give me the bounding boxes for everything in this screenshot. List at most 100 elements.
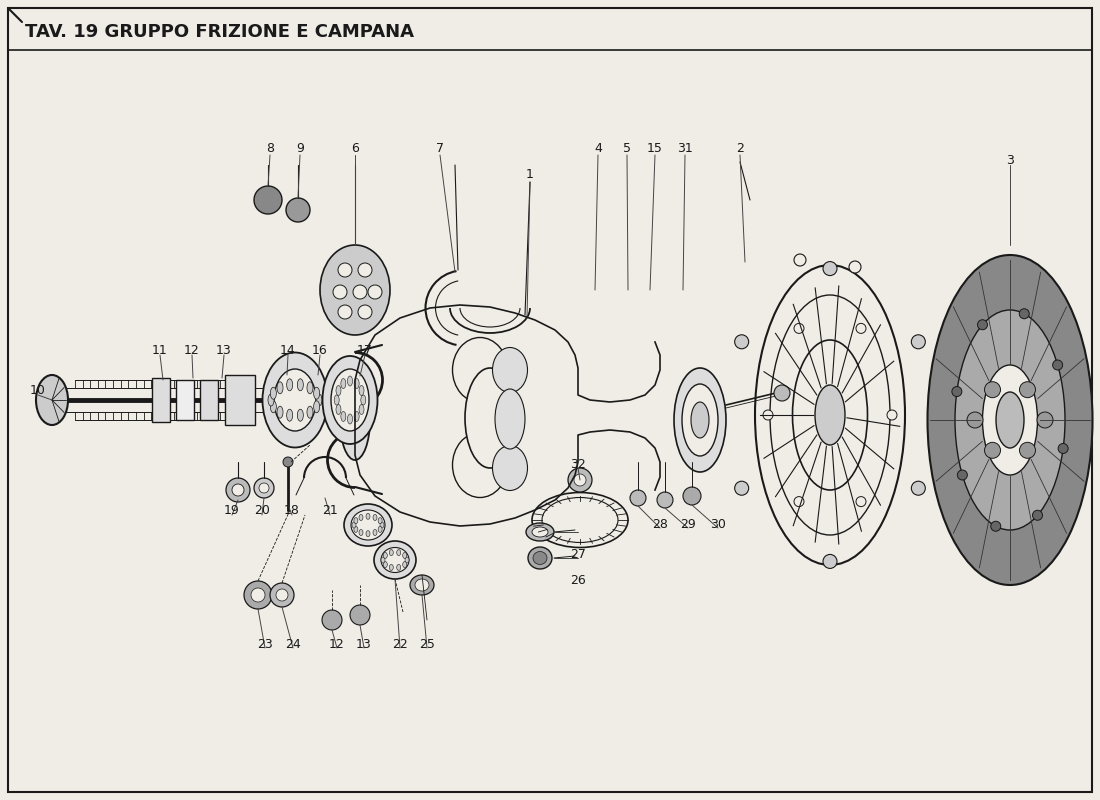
Circle shape xyxy=(283,457,293,467)
Ellipse shape xyxy=(815,385,845,445)
Ellipse shape xyxy=(268,394,274,406)
Ellipse shape xyxy=(534,551,547,565)
Ellipse shape xyxy=(452,433,507,498)
Ellipse shape xyxy=(361,395,366,405)
Circle shape xyxy=(967,412,983,428)
Ellipse shape xyxy=(336,405,341,414)
Circle shape xyxy=(887,410,896,420)
Ellipse shape xyxy=(682,384,718,456)
Ellipse shape xyxy=(674,368,726,472)
Ellipse shape xyxy=(955,310,1065,530)
Circle shape xyxy=(823,554,837,569)
Circle shape xyxy=(856,323,866,334)
Circle shape xyxy=(794,254,806,266)
Ellipse shape xyxy=(348,376,352,386)
Ellipse shape xyxy=(452,338,507,402)
Text: 31: 31 xyxy=(678,142,693,154)
Ellipse shape xyxy=(263,353,328,447)
Bar xyxy=(152,378,170,422)
Ellipse shape xyxy=(373,514,377,521)
Ellipse shape xyxy=(403,553,407,558)
Ellipse shape xyxy=(334,395,339,405)
Ellipse shape xyxy=(379,522,384,528)
Bar xyxy=(200,380,218,420)
Circle shape xyxy=(1058,443,1068,454)
Text: TAV. 19 GRUPPO FRIZIONE E CAMPANA: TAV. 19 GRUPPO FRIZIONE E CAMPANA xyxy=(25,23,414,41)
Ellipse shape xyxy=(389,565,394,570)
Ellipse shape xyxy=(378,526,382,532)
Ellipse shape xyxy=(405,557,409,563)
Ellipse shape xyxy=(359,514,363,521)
Ellipse shape xyxy=(982,365,1037,475)
Ellipse shape xyxy=(381,557,385,563)
Ellipse shape xyxy=(542,498,618,542)
Circle shape xyxy=(984,382,1001,398)
Circle shape xyxy=(226,478,250,502)
Ellipse shape xyxy=(287,378,293,390)
Ellipse shape xyxy=(383,562,387,567)
Ellipse shape xyxy=(348,414,352,424)
Ellipse shape xyxy=(493,446,528,490)
Ellipse shape xyxy=(307,382,314,394)
Ellipse shape xyxy=(277,406,283,418)
Circle shape xyxy=(856,497,866,506)
Text: 11: 11 xyxy=(152,343,168,357)
Circle shape xyxy=(1037,412,1053,428)
Ellipse shape xyxy=(307,406,314,418)
Bar xyxy=(226,375,255,425)
Ellipse shape xyxy=(277,382,283,394)
Ellipse shape xyxy=(320,245,390,335)
Text: 17: 17 xyxy=(358,343,373,357)
Ellipse shape xyxy=(359,530,363,535)
Circle shape xyxy=(991,522,1001,531)
Ellipse shape xyxy=(528,547,552,569)
Text: 12: 12 xyxy=(329,638,345,651)
Circle shape xyxy=(911,334,925,349)
Circle shape xyxy=(911,482,925,495)
Bar xyxy=(176,380,194,420)
Ellipse shape xyxy=(354,526,358,532)
Text: 8: 8 xyxy=(266,142,274,154)
Ellipse shape xyxy=(354,411,359,422)
Ellipse shape xyxy=(691,402,710,438)
Ellipse shape xyxy=(383,553,387,558)
Ellipse shape xyxy=(297,410,304,422)
Ellipse shape xyxy=(397,565,400,570)
Circle shape xyxy=(270,583,294,607)
Text: 24: 24 xyxy=(285,638,301,651)
Text: 1: 1 xyxy=(526,169,534,182)
Circle shape xyxy=(258,483,270,493)
Ellipse shape xyxy=(341,411,345,422)
Circle shape xyxy=(358,263,372,277)
Circle shape xyxy=(350,605,370,625)
Polygon shape xyxy=(355,305,660,526)
Ellipse shape xyxy=(366,514,370,519)
Ellipse shape xyxy=(359,386,364,395)
Ellipse shape xyxy=(996,392,1024,448)
Ellipse shape xyxy=(366,530,370,537)
Text: 20: 20 xyxy=(254,503,270,517)
Text: 13: 13 xyxy=(356,638,372,651)
Ellipse shape xyxy=(271,387,276,399)
Text: 15: 15 xyxy=(647,142,663,154)
Text: 13: 13 xyxy=(216,343,232,357)
Circle shape xyxy=(1033,510,1043,520)
Circle shape xyxy=(251,588,265,602)
Text: 12: 12 xyxy=(184,343,200,357)
Circle shape xyxy=(657,492,673,508)
Text: 29: 29 xyxy=(680,518,696,531)
Circle shape xyxy=(978,320,988,330)
Text: 9: 9 xyxy=(296,142,304,154)
Ellipse shape xyxy=(373,530,377,535)
Circle shape xyxy=(353,285,367,299)
Text: 7: 7 xyxy=(436,142,444,154)
Circle shape xyxy=(244,581,272,609)
Ellipse shape xyxy=(532,493,628,547)
Circle shape xyxy=(683,487,701,505)
Circle shape xyxy=(254,186,282,214)
Circle shape xyxy=(568,468,592,492)
Ellipse shape xyxy=(389,550,394,555)
Ellipse shape xyxy=(755,265,905,565)
Ellipse shape xyxy=(465,368,515,468)
Ellipse shape xyxy=(526,523,554,541)
